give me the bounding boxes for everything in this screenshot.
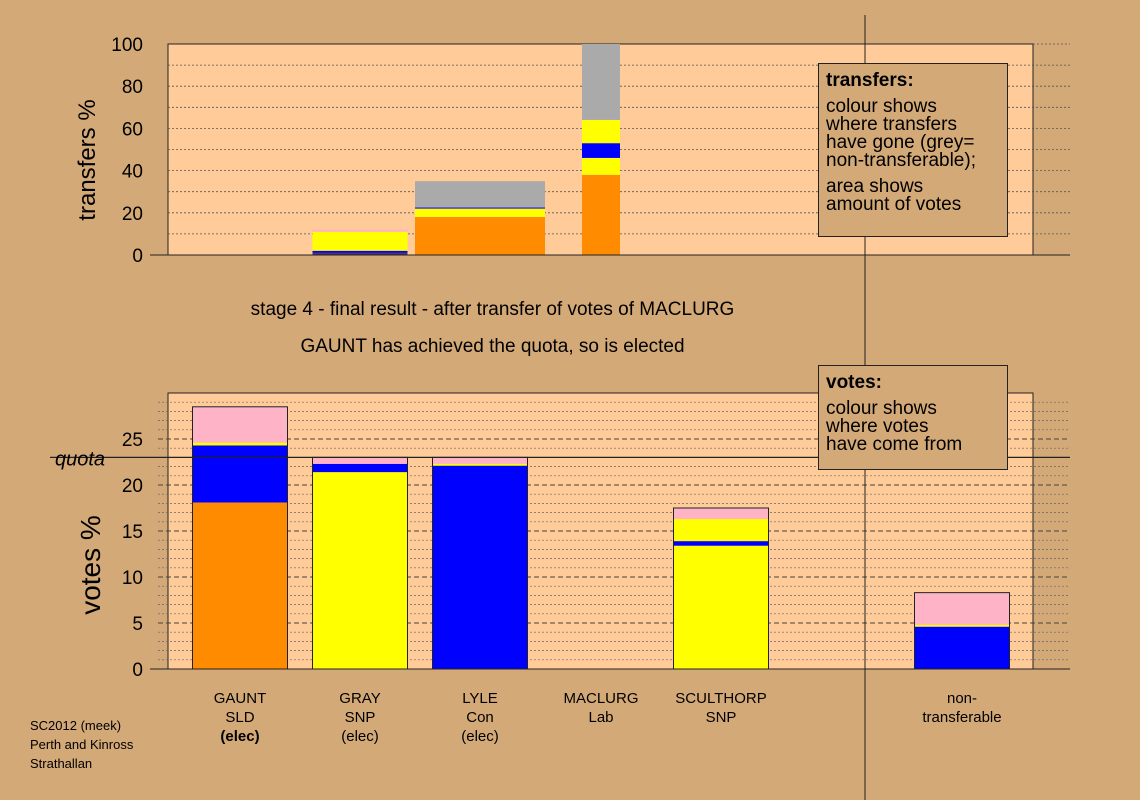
stage-subtitle: GAUNT has achieved the quota, so is elec… [300, 336, 685, 357]
candidate-label-line: transferable [922, 709, 1001, 726]
candidate-label-line: Lab [588, 709, 613, 726]
stage-title: stage 4 - final result - after transfer … [250, 299, 735, 320]
transfers-y-tick-label: 20 [122, 204, 143, 225]
vote-bar-segment [312, 463, 408, 473]
votes-legend-title: votes: [826, 372, 882, 393]
transfer-bar-segment [312, 229, 408, 232]
transfer-bar-segment [582, 119, 620, 144]
candidate-label: GAUNT SLD (elec) [214, 690, 267, 745]
transfers-y-tick-label: 80 [122, 77, 143, 98]
vote-bar-segment [192, 445, 288, 503]
candidate-label-line: MACLURG [563, 690, 638, 707]
transfer-bar-segment [415, 207, 545, 209]
vote-bar-segment [914, 624, 1010, 627]
transfers-y-tick-label: 40 [122, 162, 143, 183]
candidate-label-line: (elec) [220, 728, 259, 745]
transfer-bar-segment [415, 181, 545, 208]
vote-bar-segment [192, 442, 288, 446]
transfers-y-tick-label: 60 [122, 119, 143, 140]
votes-y-tick-label: 20 [122, 476, 143, 497]
footer-ward: Strathallan [30, 756, 93, 771]
votes-y-axis-label: votes % [75, 515, 106, 615]
transfer-bar-segment [312, 231, 408, 251]
candidate-label-line: SLD [225, 709, 254, 726]
votes-y-tick-label: 5 [132, 614, 143, 635]
vote-bar-segment [312, 472, 408, 669]
candidate-label-line: GAUNT [214, 690, 267, 707]
transfers-legend-text: colour shows where transfers have gone (… [826, 96, 976, 171]
transfers-legend: transfers: colour shows where transfers … [818, 63, 1008, 237]
candidate-label: MACLURG Lab [563, 690, 638, 726]
votes-y-tick-label: 25 [122, 430, 143, 451]
vote-bar-segment [673, 519, 769, 542]
votes-legend: votes: colour shows where votes have com… [818, 365, 1008, 470]
candidate-label: non-transferable [922, 690, 1001, 726]
transfer-bar-segment [312, 250, 408, 253]
votes-y-tick-label: 0 [132, 660, 143, 681]
candidate-label-line: GRAY [339, 690, 380, 707]
candidate-label-line: SNP [706, 709, 737, 726]
transfer-bar-segment [415, 217, 545, 255]
transfer-bar-segment [582, 44, 620, 120]
candidate-label: SCULTHORP SNP [675, 690, 766, 726]
votes-legend-text: colour shows where votes have come from [826, 398, 963, 455]
vote-bar-segment [312, 457, 408, 464]
candidate-label-line: SNP [345, 709, 376, 726]
vote-bar-segment [673, 508, 769, 520]
transfer-bar-segment [415, 208, 545, 218]
transfer-bar-segment [582, 157, 620, 175]
vote-bar-segment [192, 502, 288, 669]
vote-bar-segment [914, 626, 1010, 669]
candidate-label-line: LYLE [462, 690, 498, 707]
votes-y-tick-label: 10 [122, 568, 143, 589]
vote-bar-segment [432, 457, 528, 464]
quota-label: quota [55, 448, 105, 470]
transfer-bar-segment [582, 174, 620, 255]
candidate-label: GRAY SNP (elec) [339, 690, 380, 745]
candidate-label-line: Con [466, 709, 494, 726]
transfers-y-tick-label: 100 [111, 35, 143, 56]
vote-bar-segment [914, 592, 1010, 625]
candidate-label-line: SCULTHORP [675, 690, 766, 707]
footer-council: Perth and Kinross [30, 737, 134, 752]
transfers-legend-area-text: area shows amount of votes [826, 176, 962, 215]
candidate-label: LYLE Con (elec) [461, 690, 499, 745]
vote-bar-segment [673, 541, 769, 546]
transfer-bar-segment [312, 252, 408, 255]
vote-bar-segment [432, 463, 528, 466]
transfer-bar-segment [582, 143, 620, 158]
candidate-label-line: (elec) [341, 728, 379, 745]
transfers-legend-title: transfers: [826, 70, 914, 91]
candidate-label-line: non- [947, 690, 977, 707]
vote-bar-segment [192, 406, 288, 443]
vote-bar-segment [432, 465, 528, 669]
candidate-label-line: (elec) [461, 728, 499, 745]
transfers-y-axis-label: transfers % [74, 99, 101, 220]
vote-bar-segment [673, 545, 769, 669]
votes-y-tick-label: 15 [122, 522, 143, 543]
transfers-y-tick-label: 0 [132, 246, 143, 267]
footer-election: SC2012 (meek) [30, 718, 122, 733]
footer-info: SC2012 (meek) Perth and Kinross Strathal… [30, 716, 133, 773]
